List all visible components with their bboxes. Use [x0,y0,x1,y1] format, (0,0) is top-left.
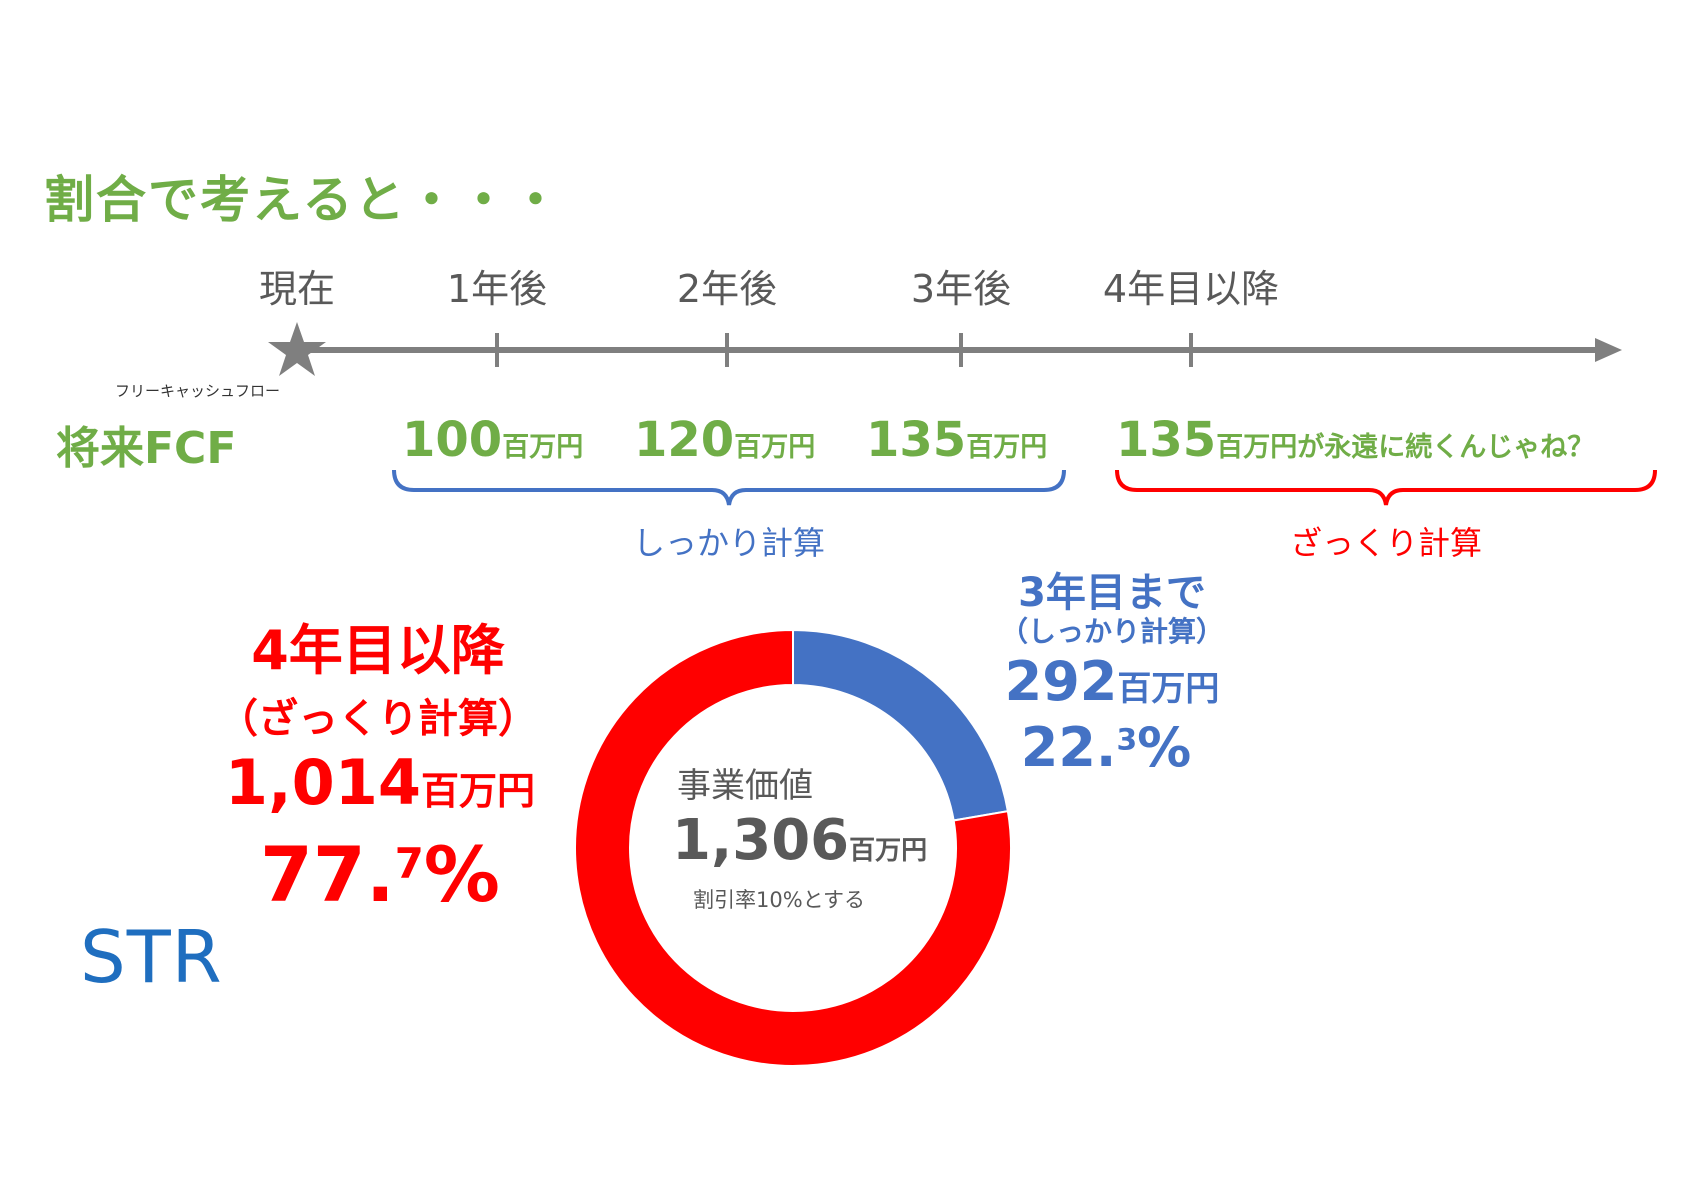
fcf-label: 将来FCF [56,423,237,474]
timeline-label-year2: 2年後 [676,267,778,311]
center-note: 割引率10%とする [693,888,866,912]
fcf-value-year1: 100百万円 [402,412,584,468]
fcf-value-year3: 135百万円 [866,412,1048,468]
left-heading: 4年目以降 [251,619,505,682]
star-icon [268,322,326,376]
fcf-value-year2: 120百万円 [634,412,816,468]
brace-label-careful: しっかり計算 [632,524,826,562]
right-subheading: （しっかり計算） [999,615,1225,648]
timeline-label-year4-onward: 4年目以降 [1102,267,1280,311]
right-percentage: 22.3% [1020,716,1192,779]
fcf-ruby: フリーキャッシュフロー [115,382,281,400]
left-percentage: 77.7% [260,830,500,919]
donut-slice-year4-onward [573,628,1012,1067]
donut-chart [573,628,1012,1067]
left-amount: 1,014百万円 [224,746,536,819]
timeline-label-year1: 1年後 [446,267,548,311]
center-label: 事業価値 [677,766,813,806]
timeline-arrowhead [1595,338,1622,362]
right-amount: 292百万円 [1004,650,1220,713]
brace-careful [392,469,1066,506]
right-heading: 3年目まで [1018,570,1206,616]
timeline-label-now: 現在 [258,267,336,311]
center-amount: 1,306百万円 [672,808,928,873]
donut-slice-first-3-years [792,628,1010,822]
timeline-label-year3: 3年後 [910,267,1012,311]
page-title: 割合で考えると・・・ [44,171,563,229]
brace-label-rough: ざっくり計算 [1289,524,1483,562]
str-logo: STR [80,915,223,999]
fcf-value-forever: 135百万円が永遠に続くんじゃね？ [1116,412,1595,468]
left-subheading: （ざっくり計算） [218,696,538,742]
brace-rough [1115,469,1657,506]
